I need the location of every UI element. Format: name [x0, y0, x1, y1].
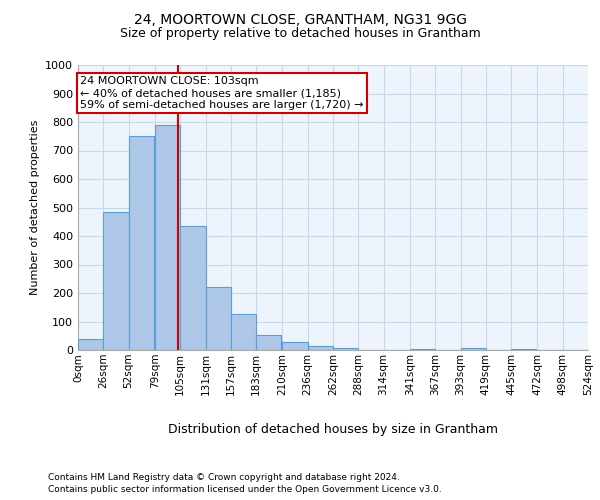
Text: Distribution of detached houses by size in Grantham: Distribution of detached houses by size …	[168, 422, 498, 436]
Bar	[78, 338, 103, 350]
Bar	[511, 348, 536, 350]
Y-axis label: Number of detached properties: Number of detached properties	[29, 120, 40, 295]
Bar	[180, 226, 206, 350]
Bar	[461, 348, 486, 350]
Text: 24 MOORTOWN CLOSE: 103sqm
← 40% of detached houses are smaller (1,185)
59% of se: 24 MOORTOWN CLOSE: 103sqm ← 40% of detac…	[80, 76, 364, 110]
Bar	[333, 348, 358, 350]
Bar	[231, 314, 256, 350]
Bar	[155, 125, 180, 350]
Text: Contains HM Land Registry data © Crown copyright and database right 2024.: Contains HM Land Registry data © Crown c…	[48, 472, 400, 482]
Text: 24, MOORTOWN CLOSE, GRANTHAM, NG31 9GG: 24, MOORTOWN CLOSE, GRANTHAM, NG31 9GG	[133, 12, 467, 26]
Bar	[256, 335, 281, 350]
Bar	[283, 342, 308, 350]
Text: Size of property relative to detached houses in Grantham: Size of property relative to detached ho…	[119, 28, 481, 40]
Text: Contains public sector information licensed under the Open Government Licence v3: Contains public sector information licen…	[48, 485, 442, 494]
Bar	[128, 136, 154, 350]
Bar	[205, 288, 231, 350]
Bar	[410, 348, 435, 350]
Bar	[103, 212, 128, 350]
Bar	[308, 346, 333, 350]
